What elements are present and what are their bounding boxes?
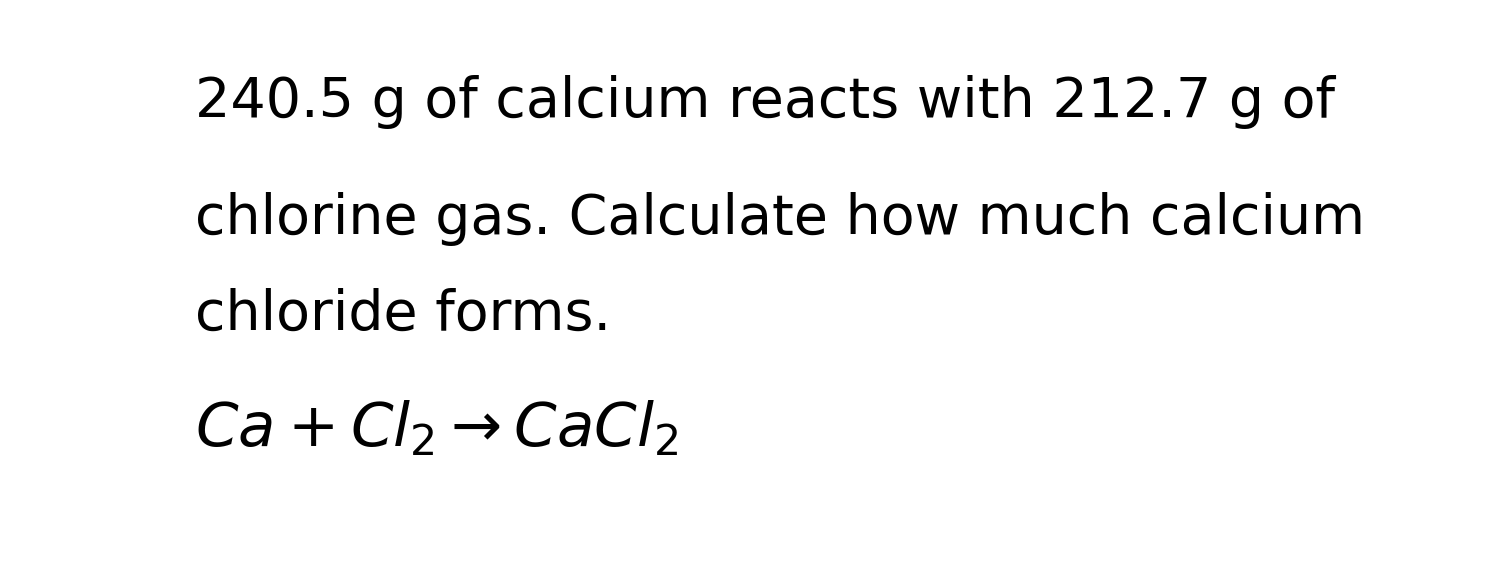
Text: 240.5 g of calcium reacts with 212.7 g of: 240.5 g of calcium reacts with 212.7 g o…	[195, 75, 1335, 130]
Text: $Ca + Cl_2 \rightarrow CaCl_2$: $Ca + Cl_2 \rightarrow CaCl_2$	[195, 399, 678, 459]
Text: chlorine gas. Calculate how much calcium: chlorine gas. Calculate how much calcium	[195, 191, 1365, 246]
Text: chloride forms.: chloride forms.	[195, 288, 610, 343]
